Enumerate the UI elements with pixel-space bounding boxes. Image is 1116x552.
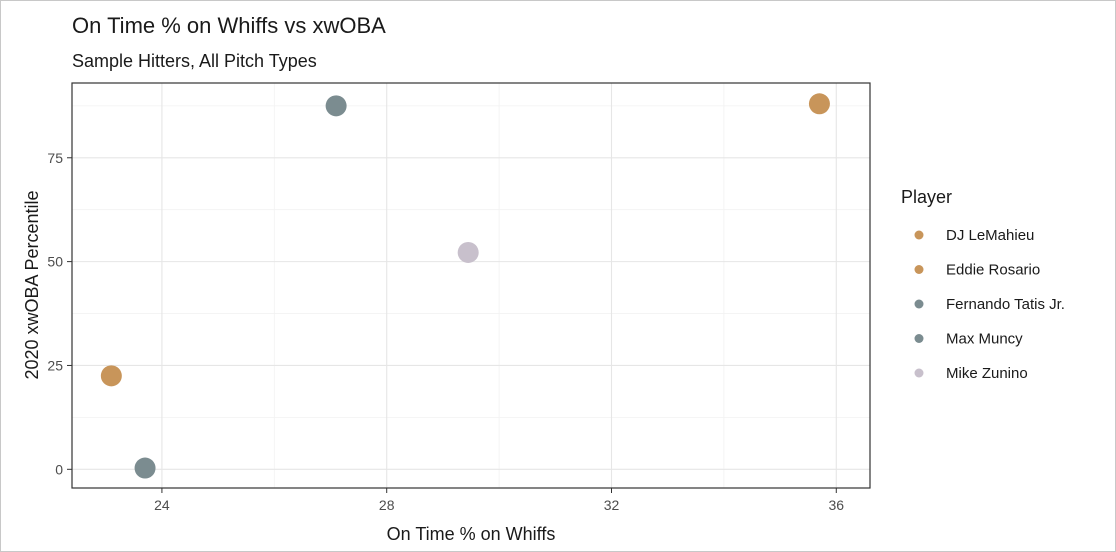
y-tick-label: 25 [47, 357, 63, 373]
legend-label: Mike Zunino [946, 365, 1028, 382]
y-tick-label: 50 [47, 254, 63, 270]
legend-key [914, 334, 924, 343]
chart-title: On Time % on Whiffs vs xwOBA [72, 13, 386, 38]
data-point [100, 365, 122, 387]
legend-key [914, 368, 924, 378]
grid-lines [72, 83, 870, 488]
chart-subtitle: Sample Hitters, All Pitch Types [72, 51, 317, 71]
data-point [457, 241, 479, 263]
plot-panel-border [71, 82, 871, 489]
x-tick-label: 28 [379, 497, 395, 513]
x-tick-label: 36 [828, 497, 844, 513]
legend: Player DJ LeMahieu Eddie Rosario Fernando … [901, 187, 1065, 382]
y-tick-label: 75 [47, 150, 63, 166]
legend-title: Player [901, 187, 952, 207]
legend-label: Max Muncy [946, 331, 1023, 348]
data-point [808, 93, 830, 115]
legend-label: Fernando Tatis Jr. [946, 296, 1065, 313]
y-axis-title: 2020 xwOBA Percentile [22, 190, 42, 379]
legend-key [914, 265, 924, 274]
legend-key [914, 299, 924, 309]
axes: 24 28 32 36 0 25 50 75 [47, 150, 844, 513]
legend-key [914, 230, 924, 240]
data-points [100, 93, 830, 479]
data-point [134, 457, 156, 479]
legend-label: DJ LeMahieu [946, 227, 1034, 244]
x-tick-label: 32 [604, 497, 620, 513]
legend-label: Eddie Rosario [946, 262, 1040, 279]
x-tick-label: 24 [154, 497, 170, 513]
y-tick-label: 0 [55, 461, 63, 477]
data-point [325, 95, 347, 117]
x-axis-title: On Time % on Whiffs [387, 524, 556, 544]
